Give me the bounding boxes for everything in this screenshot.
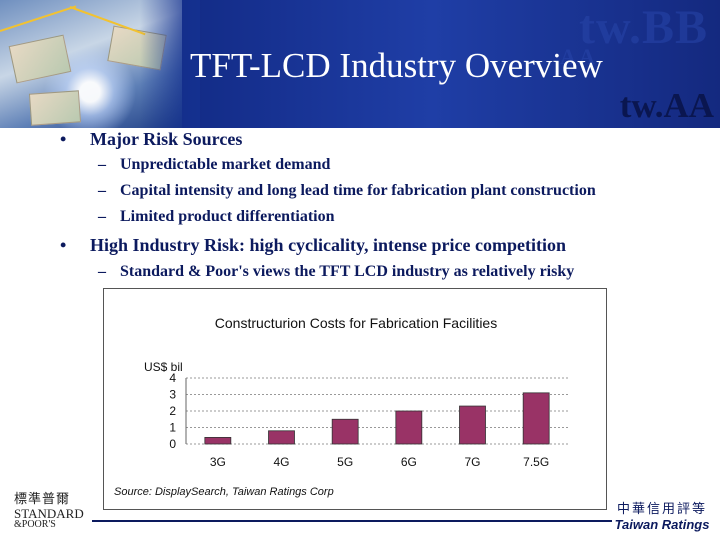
subitem-marker: –	[98, 182, 106, 199]
subitem-text: Unpredictable market demand	[120, 156, 331, 173]
y-tick-label: 3	[169, 388, 176, 402]
subitem: – Standard & Poor's views the TFT LCD in…	[98, 263, 698, 285]
sp-logo-chinese: 標準普爾	[14, 491, 71, 506]
subitem-text: Limited product differentiation	[120, 208, 335, 225]
page-title: TFT-LCD Industry Overview	[190, 46, 603, 85]
photo-fade	[140, 0, 200, 128]
sp-logo-poors: &POOR'S	[14, 519, 56, 530]
subitem: – Limited product differentiation	[98, 208, 698, 230]
subitem-marker: –	[98, 208, 106, 225]
taiwan-ratings-name: Taiwan Ratings	[614, 517, 710, 532]
y-tick-label: 1	[169, 421, 176, 435]
x-tick-label: 6G	[401, 455, 417, 469]
sp-logo: 標準普爾 STANDARD &POOR'S	[14, 492, 84, 530]
bar-3G	[204, 436, 232, 445]
photo-chart-line	[0, 5, 77, 32]
x-tick-label: 3G	[210, 455, 226, 469]
subitem-marker: –	[98, 156, 106, 173]
subitem-text: Capital intensity and long lead time for…	[120, 182, 596, 199]
subitem: – Capital intensity and long lead time f…	[98, 182, 698, 204]
bullet-marker: •	[60, 235, 67, 255]
chart-container: Constructurion Costs for Fabrication Fac…	[103, 288, 607, 510]
y-tick-label: 0	[169, 437, 176, 451]
x-tick-label: 4G	[273, 455, 289, 469]
bar-7.5G	[522, 392, 550, 445]
chart-source: Source: DisplaySearch, Taiwan Ratings Co…	[114, 486, 334, 498]
footer-divider	[92, 520, 612, 522]
taiwan-ratings-logo: 中華信用評等 Taiwan Ratings	[610, 498, 714, 532]
bar-7G	[459, 405, 486, 445]
plot-area: 0 1 2 3 4 3G 4G 5G 6G 7G 7.5G	[169, 371, 568, 469]
photo-chart-line	[69, 6, 146, 36]
x-tick-label: 7G	[464, 455, 480, 469]
photo-card	[28, 90, 82, 126]
bar-4G	[268, 430, 295, 445]
x-tick-label: 7.5G	[523, 455, 549, 469]
y-tick-label: 4	[169, 371, 176, 385]
sp-logo-standard: STANDARD	[14, 506, 84, 521]
subitem-marker: –	[98, 263, 106, 280]
taiwan-ratings-chinese: 中華信用評等	[616, 501, 707, 516]
y-tick-label: 2	[169, 404, 176, 418]
rating-tag: tw.AA	[619, 86, 714, 125]
bullet-major-risk: • Major Risk Sources	[60, 129, 560, 153]
bullet-industry-risk: • High Industry Risk: high cyclicality, …	[60, 235, 700, 259]
bar-5G	[331, 418, 359, 445]
watermark-rating: tw.BB	[578, 1, 708, 54]
subitem-text: Standard & Poor's views the TFT LCD indu…	[120, 263, 575, 280]
header-banner: tw.BB A A TFT-LCD Industry Overview tw.A…	[0, 0, 720, 128]
photo-card	[8, 34, 72, 84]
subitem: – Unpredictable market demand	[98, 156, 698, 178]
chart-title: Constructurion Costs for Fabrication Fac…	[215, 315, 497, 331]
bullet-text: Major Risk Sources	[90, 129, 243, 149]
bar-6G	[395, 410, 423, 445]
x-tick-label: 5G	[337, 455, 353, 469]
watermark-rating-small: A A	[560, 44, 595, 69]
bar-chart: Constructurion Costs for Fabrication Fac…	[114, 315, 568, 498]
bullet-marker: •	[60, 129, 67, 149]
y-axis-label: US$ bil	[144, 360, 183, 374]
bullet-text: High Industry Risk: high cyclicality, in…	[90, 235, 567, 255]
